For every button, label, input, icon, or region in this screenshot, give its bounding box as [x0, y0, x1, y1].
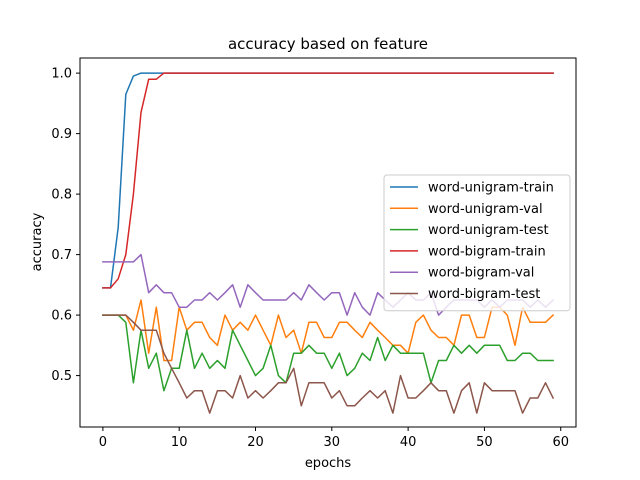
series-line-word-bigram-train: [102, 72, 554, 289]
series-line-word-bigram-test: [102, 314, 555, 414]
y-tick-label: 0.9: [51, 127, 72, 142]
legend-entry-label: word-unigram-train: [428, 181, 554, 196]
legend-entry-label: word-bigram-train: [428, 244, 546, 259]
x-tick-label: 0: [99, 435, 107, 450]
legend-entry-label: word-unigram-test: [428, 223, 549, 238]
legend-entry-label: word-bigram-test: [428, 287, 540, 302]
series-line-word-unigram-test: [102, 314, 554, 392]
x-axis-label: epochs: [305, 456, 352, 471]
chart-title: accuracy based on feature: [228, 35, 428, 53]
x-tick-label: 40: [400, 435, 417, 450]
series-line-word-unigram-val: [102, 299, 555, 362]
y-tick-label: 0.6: [51, 309, 72, 324]
legend-entry-label: word-unigram-val: [428, 202, 543, 217]
plot-area-frame: [79, 57, 577, 428]
y-tick-label: 0.5: [51, 369, 72, 384]
x-tick-label: 30: [324, 435, 341, 450]
x-tick-label: 10: [171, 435, 188, 450]
legend-entry-label: word-bigram-val: [428, 266, 534, 281]
legend-box: [383, 174, 571, 312]
x-tick-label: 50: [476, 435, 493, 450]
y-axis-label: accuracy: [30, 212, 45, 271]
series-layer: [102, 72, 555, 414]
legend: word-unigram-train word-unigram-val word-u…: [383, 174, 571, 312]
y-tick-label: 0.8: [51, 188, 72, 203]
x-axis-ticks: 0 10 20 30 40 50 60: [99, 427, 569, 450]
x-tick-label: 60: [552, 435, 569, 450]
y-axis-ticks: 0.5 0.6 0.7 0.8 0.9 1.0: [51, 67, 80, 384]
y-tick-label: 0.7: [51, 248, 72, 263]
y-tick-label: 1.0: [51, 67, 72, 82]
x-tick-label: 20: [247, 435, 264, 450]
